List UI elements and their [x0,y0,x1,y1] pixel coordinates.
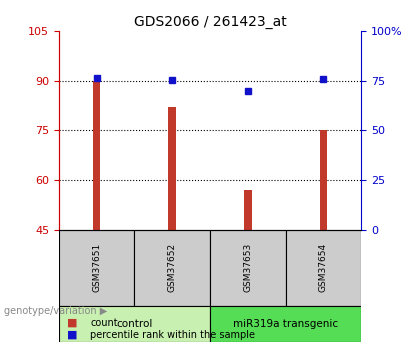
Bar [93,81,100,230]
Bar [59,230,134,306]
Text: GSM37653: GSM37653 [243,243,252,293]
Text: GSM37651: GSM37651 [92,243,101,293]
Bar [244,190,252,230]
Bar [210,306,361,342]
Text: ■: ■ [67,330,78,339]
Text: control: control [116,319,152,329]
Text: miR319a transgenic: miR319a transgenic [233,319,338,329]
Text: genotype/variation ▶: genotype/variation ▶ [4,306,108,315]
Bar [59,306,210,342]
Bar [134,230,210,306]
Text: ■: ■ [67,318,78,327]
Text: GSM37654: GSM37654 [319,243,328,292]
Text: GSM37652: GSM37652 [168,243,177,292]
Text: percentile rank within the sample: percentile rank within the sample [90,330,255,339]
Bar [286,230,361,306]
Bar [210,230,286,306]
Title: GDS2066 / 261423_at: GDS2066 / 261423_at [134,14,286,29]
Bar [320,130,327,230]
Text: count: count [90,318,118,327]
Bar [168,107,176,230]
